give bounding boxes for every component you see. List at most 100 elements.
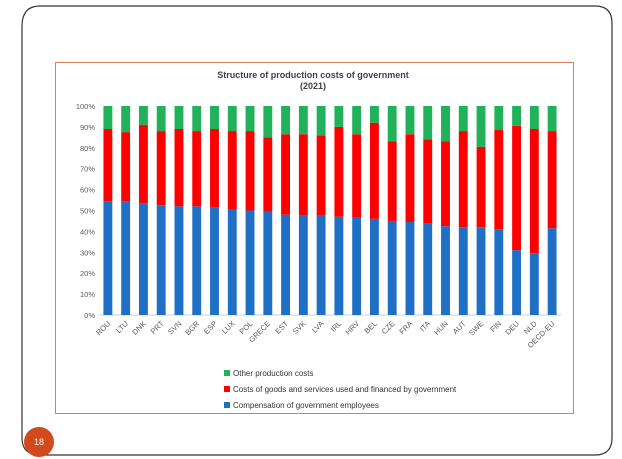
legend-swatch: [224, 386, 230, 392]
bar-segment: [192, 206, 202, 315]
stacked-bar-chart: Structure of production costs of governm…: [76, 70, 561, 350]
x-tick-label: ESP: [202, 319, 219, 336]
x-tick-label: DEU: [503, 319, 521, 337]
bar-segment: [352, 217, 362, 315]
bar-segment: [174, 206, 184, 315]
x-tick-label: EST: [273, 319, 290, 336]
bar-segment: [245, 131, 255, 211]
bar-segment: [423, 223, 433, 315]
bar-segment: [227, 209, 237, 315]
bar-segment: [458, 227, 468, 315]
bar-segment: [138, 124, 148, 204]
bar-segment: [103, 128, 113, 202]
bar-segment: [494, 229, 504, 315]
bar-segment: [210, 207, 219, 315]
bar-segment: [298, 106, 308, 135]
y-tick-label: 40%: [80, 227, 95, 236]
bar-segment: [174, 106, 184, 129]
bar-segment: [512, 125, 522, 251]
bar-segment: [494, 130, 504, 230]
bar-segment: [405, 134, 415, 222]
bar-segment: [529, 128, 539, 254]
bar-segment: [369, 106, 379, 123]
bar-segment: [192, 131, 202, 207]
bar-segment: [263, 211, 273, 315]
chart-title: Structure of production costs of governm…: [217, 70, 409, 80]
bar-segment: [369, 218, 379, 315]
bar-segment: [529, 106, 539, 129]
bar-segment: [298, 134, 308, 216]
bar-segment: [298, 215, 308, 315]
bar-segment: [387, 141, 397, 221]
bar-segment: [547, 228, 557, 315]
bar-segment: [441, 141, 450, 227]
legend-item: Other production costs: [224, 365, 456, 381]
bar-segment: [103, 106, 113, 129]
x-tick-label: ROU: [94, 319, 112, 337]
bar-segment: [263, 106, 273, 138]
bar-segment: [512, 250, 522, 315]
bar-segment: [423, 106, 433, 140]
y-tick-label: 80%: [80, 144, 95, 153]
x-tick-label: FIN: [488, 319, 503, 334]
y-tick-label: 30%: [80, 248, 95, 257]
bars: [103, 106, 557, 315]
bar-segment: [103, 201, 113, 315]
x-tick-label: BEL: [362, 319, 378, 335]
legend-label: Costs of goods and services used and fin…: [233, 384, 457, 394]
bar-segment: [405, 106, 415, 135]
bar-segment: [227, 131, 237, 210]
bar-segment: [547, 106, 557, 132]
bar-segment: [121, 201, 131, 315]
legend-label: Compensation of government employees: [233, 400, 379, 410]
bar-segment: [138, 203, 148, 315]
x-tick-label: SVK: [291, 319, 308, 336]
bar-segment: [512, 106, 522, 126]
x-tick-label: IRL: [329, 319, 344, 334]
bar-segment: [529, 253, 539, 315]
x-tick-label: SWE: [467, 319, 485, 337]
x-tick-label: DNK: [130, 319, 148, 337]
bar-segment: [405, 221, 415, 315]
bar-segment: [121, 106, 131, 133]
bar-segment: [352, 106, 362, 135]
y-tick-label: 60%: [80, 186, 95, 195]
bar-segment: [441, 226, 450, 315]
y-tick-label: 100%: [76, 102, 96, 111]
bar-segment: [387, 220, 397, 315]
bar-segment: [156, 106, 166, 132]
bar-segment: [316, 215, 326, 315]
x-tick-label: FRA: [397, 319, 414, 336]
legend-swatch: [224, 370, 230, 376]
bar-segment: [352, 134, 362, 218]
bar-segment: [458, 106, 468, 132]
bar-segment: [281, 134, 291, 215]
x-tick-label: LUX: [220, 319, 237, 336]
bar-segment: [334, 126, 344, 217]
x-tick-label: LVA: [310, 319, 326, 335]
page-number-badge: 18: [24, 427, 54, 457]
x-tick-label: PRT: [149, 319, 166, 336]
bar-segment: [210, 106, 219, 129]
bar-segment: [156, 131, 166, 206]
bar-segment: [281, 106, 291, 135]
legend-swatch: [224, 402, 230, 408]
bar-segment: [281, 214, 291, 315]
bar-segment: [174, 128, 184, 207]
bar-segment: [476, 146, 486, 228]
y-tick-label: 0%: [84, 311, 95, 320]
x-tick-label: AUT: [451, 319, 468, 336]
bar-segment: [334, 106, 344, 127]
y-tick-label: 20%: [80, 269, 95, 278]
bar-segment: [316, 106, 326, 136]
bar-segment: [138, 106, 148, 125]
legend-label: Other production costs: [233, 368, 314, 378]
legend-item: Costs of goods and services used and fin…: [224, 381, 456, 397]
bar-segment: [369, 122, 379, 219]
legend-item: Compensation of government employees: [224, 397, 456, 413]
bar-segment: [316, 135, 326, 216]
bar-segment: [476, 227, 486, 315]
bar-segment: [121, 132, 131, 202]
